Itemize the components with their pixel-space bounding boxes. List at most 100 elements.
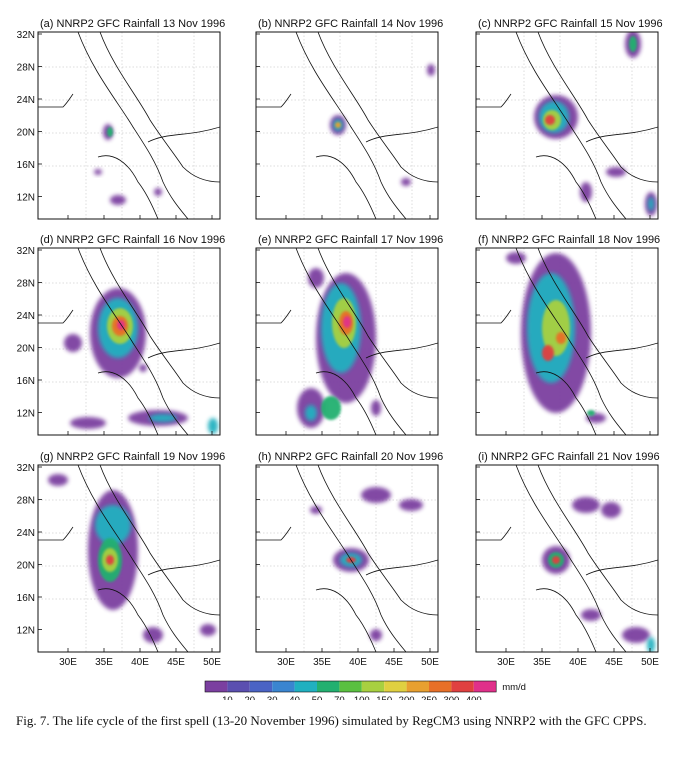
rain-patch xyxy=(335,122,341,128)
rain-patch xyxy=(622,627,650,643)
rain-patch xyxy=(572,497,600,513)
coastline xyxy=(365,126,438,143)
rain-patch xyxy=(601,502,621,518)
coastline xyxy=(317,248,438,399)
panel-frame xyxy=(475,31,659,220)
rain-patch xyxy=(647,637,655,652)
lat-tick-label: 16N xyxy=(17,376,35,387)
coastline xyxy=(537,32,658,183)
rain-patch xyxy=(321,396,341,420)
map-panel: (c) NNRP2 GFC Rainfall 15 Nov 1996 xyxy=(475,18,663,220)
map-panel: (i) NNRP2 GFC Rainfall 21 Nov 1996 30E 35E… xyxy=(475,451,660,668)
rain-patch xyxy=(70,417,106,429)
rain-patch xyxy=(64,334,82,352)
colorbar-swatch xyxy=(339,681,362,692)
coastline xyxy=(515,32,627,219)
rain-patch xyxy=(401,178,411,186)
rain-patch xyxy=(208,418,218,434)
lat-tick-label: 12N xyxy=(17,626,35,637)
panel-title: (e) NNRP2 GFC Rainfall 17 Nov 1996 xyxy=(258,234,443,246)
rain-patch xyxy=(427,64,435,76)
colorbar-level-label: 300 xyxy=(443,695,459,700)
coastline xyxy=(317,465,438,616)
rain-patch xyxy=(542,345,554,361)
panel-title: (d) NNRP2 GFC Rainfall 16 Nov 1996 xyxy=(40,234,225,246)
colorbar-swatch xyxy=(317,681,340,692)
rain-patch xyxy=(580,182,592,202)
rain-patch xyxy=(629,36,637,52)
map-panel: (d) NNRP2 GFC Rainfall 16 Nov 1996 32N 28N… xyxy=(17,234,225,436)
coastline xyxy=(315,371,377,435)
lat-tick-label: 24N xyxy=(17,528,35,539)
lon-tick-label: 30E xyxy=(277,657,295,668)
coastline xyxy=(38,93,74,108)
colorbar-level-label: 200 xyxy=(399,695,415,700)
rain-patch xyxy=(371,400,381,416)
panel-frame xyxy=(255,31,439,220)
coastline xyxy=(38,309,74,324)
panel-title: (c) NNRP2 GFC Rainfall 15 Nov 1996 xyxy=(478,18,663,30)
rain-patch xyxy=(556,332,566,344)
lat-tick-label: 20N xyxy=(17,128,35,139)
coastline xyxy=(537,465,658,616)
map-panel: (a) NNRP2 GFC Rainfall 13 Nov 1996 32N 28N… xyxy=(17,18,225,220)
panel-frame xyxy=(475,464,659,653)
map-panel: (b) NNRP2 GFC Rainfall 14 Nov 1996 xyxy=(255,18,443,220)
colorbar-frame xyxy=(204,680,497,693)
lon-tick-label: 40E xyxy=(569,657,587,668)
panel-frame xyxy=(255,464,439,653)
coastline xyxy=(77,32,189,219)
colorbar-swatch xyxy=(451,681,474,692)
lon-tick-label: 50E xyxy=(641,657,659,668)
coastline xyxy=(77,248,189,435)
rain-patch xyxy=(94,169,102,175)
panel-frame xyxy=(37,464,221,653)
colorbar-level-label: 70 xyxy=(334,695,345,700)
rain-patch xyxy=(399,499,423,511)
lat-tick-label: 32N xyxy=(17,246,35,257)
lon-tick-label: 45E xyxy=(605,657,623,668)
panel-frame xyxy=(37,247,221,436)
figure-caption: Fig. 7. The life cycle of the first spel… xyxy=(16,713,647,728)
lat-tick-label: 28N xyxy=(17,496,35,507)
panel-title: (f) NNRP2 GFC Rainfall 18 Nov 1996 xyxy=(478,234,660,246)
map-panel: (f) NNRP2 GFC Rainfall 18 Nov 1996 xyxy=(475,234,660,436)
coastline xyxy=(295,248,407,435)
coastline xyxy=(295,465,407,652)
colorbar-swatch xyxy=(429,681,452,692)
rain-patch xyxy=(154,188,162,196)
lat-tick-label: 24N xyxy=(17,95,35,106)
coastline xyxy=(476,309,512,324)
coastline xyxy=(537,248,658,399)
colorbar-level-label: 150 xyxy=(376,695,392,700)
panel-title: (i) NNRP2 GFC Rainfall 21 Nov 1996 xyxy=(478,451,660,463)
rain-patch xyxy=(343,316,351,328)
rain-patch xyxy=(106,555,114,565)
coastline xyxy=(295,32,407,219)
coastline xyxy=(147,342,220,359)
lon-tick-label: 35E xyxy=(533,657,551,668)
panel-frame xyxy=(255,247,439,436)
coastline xyxy=(476,93,512,108)
lat-tick-label: 28N xyxy=(17,63,35,74)
lat-tick-label: 16N xyxy=(17,160,35,171)
colorbar-swatch xyxy=(205,681,228,692)
map-panel: (e) NNRP2 GFC Rainfall 17 Nov 1996 xyxy=(255,234,443,436)
coastline xyxy=(77,465,189,652)
coastline xyxy=(365,342,438,359)
panel-title: (g) NNRP2 GFC Rainfall 19 Nov 1996 xyxy=(40,451,225,463)
colorbar-level-label: 400 xyxy=(466,695,482,700)
lon-tick-label: 35E xyxy=(313,657,331,668)
rain-patch xyxy=(107,127,113,137)
lon-tick-label: 50E xyxy=(421,657,439,668)
coastline xyxy=(97,155,159,219)
lon-tick-label: 40E xyxy=(131,657,149,668)
colorbar-swatch xyxy=(406,681,429,692)
colorbar-swatch xyxy=(227,681,250,692)
lon-tick-label: 40E xyxy=(349,657,367,668)
colorbar-swatch xyxy=(473,681,497,692)
rain-patch xyxy=(139,364,147,372)
colorbar-level-label: 20 xyxy=(245,695,256,700)
rain-patch xyxy=(310,506,322,514)
lat-tick-label: 32N xyxy=(17,463,35,474)
